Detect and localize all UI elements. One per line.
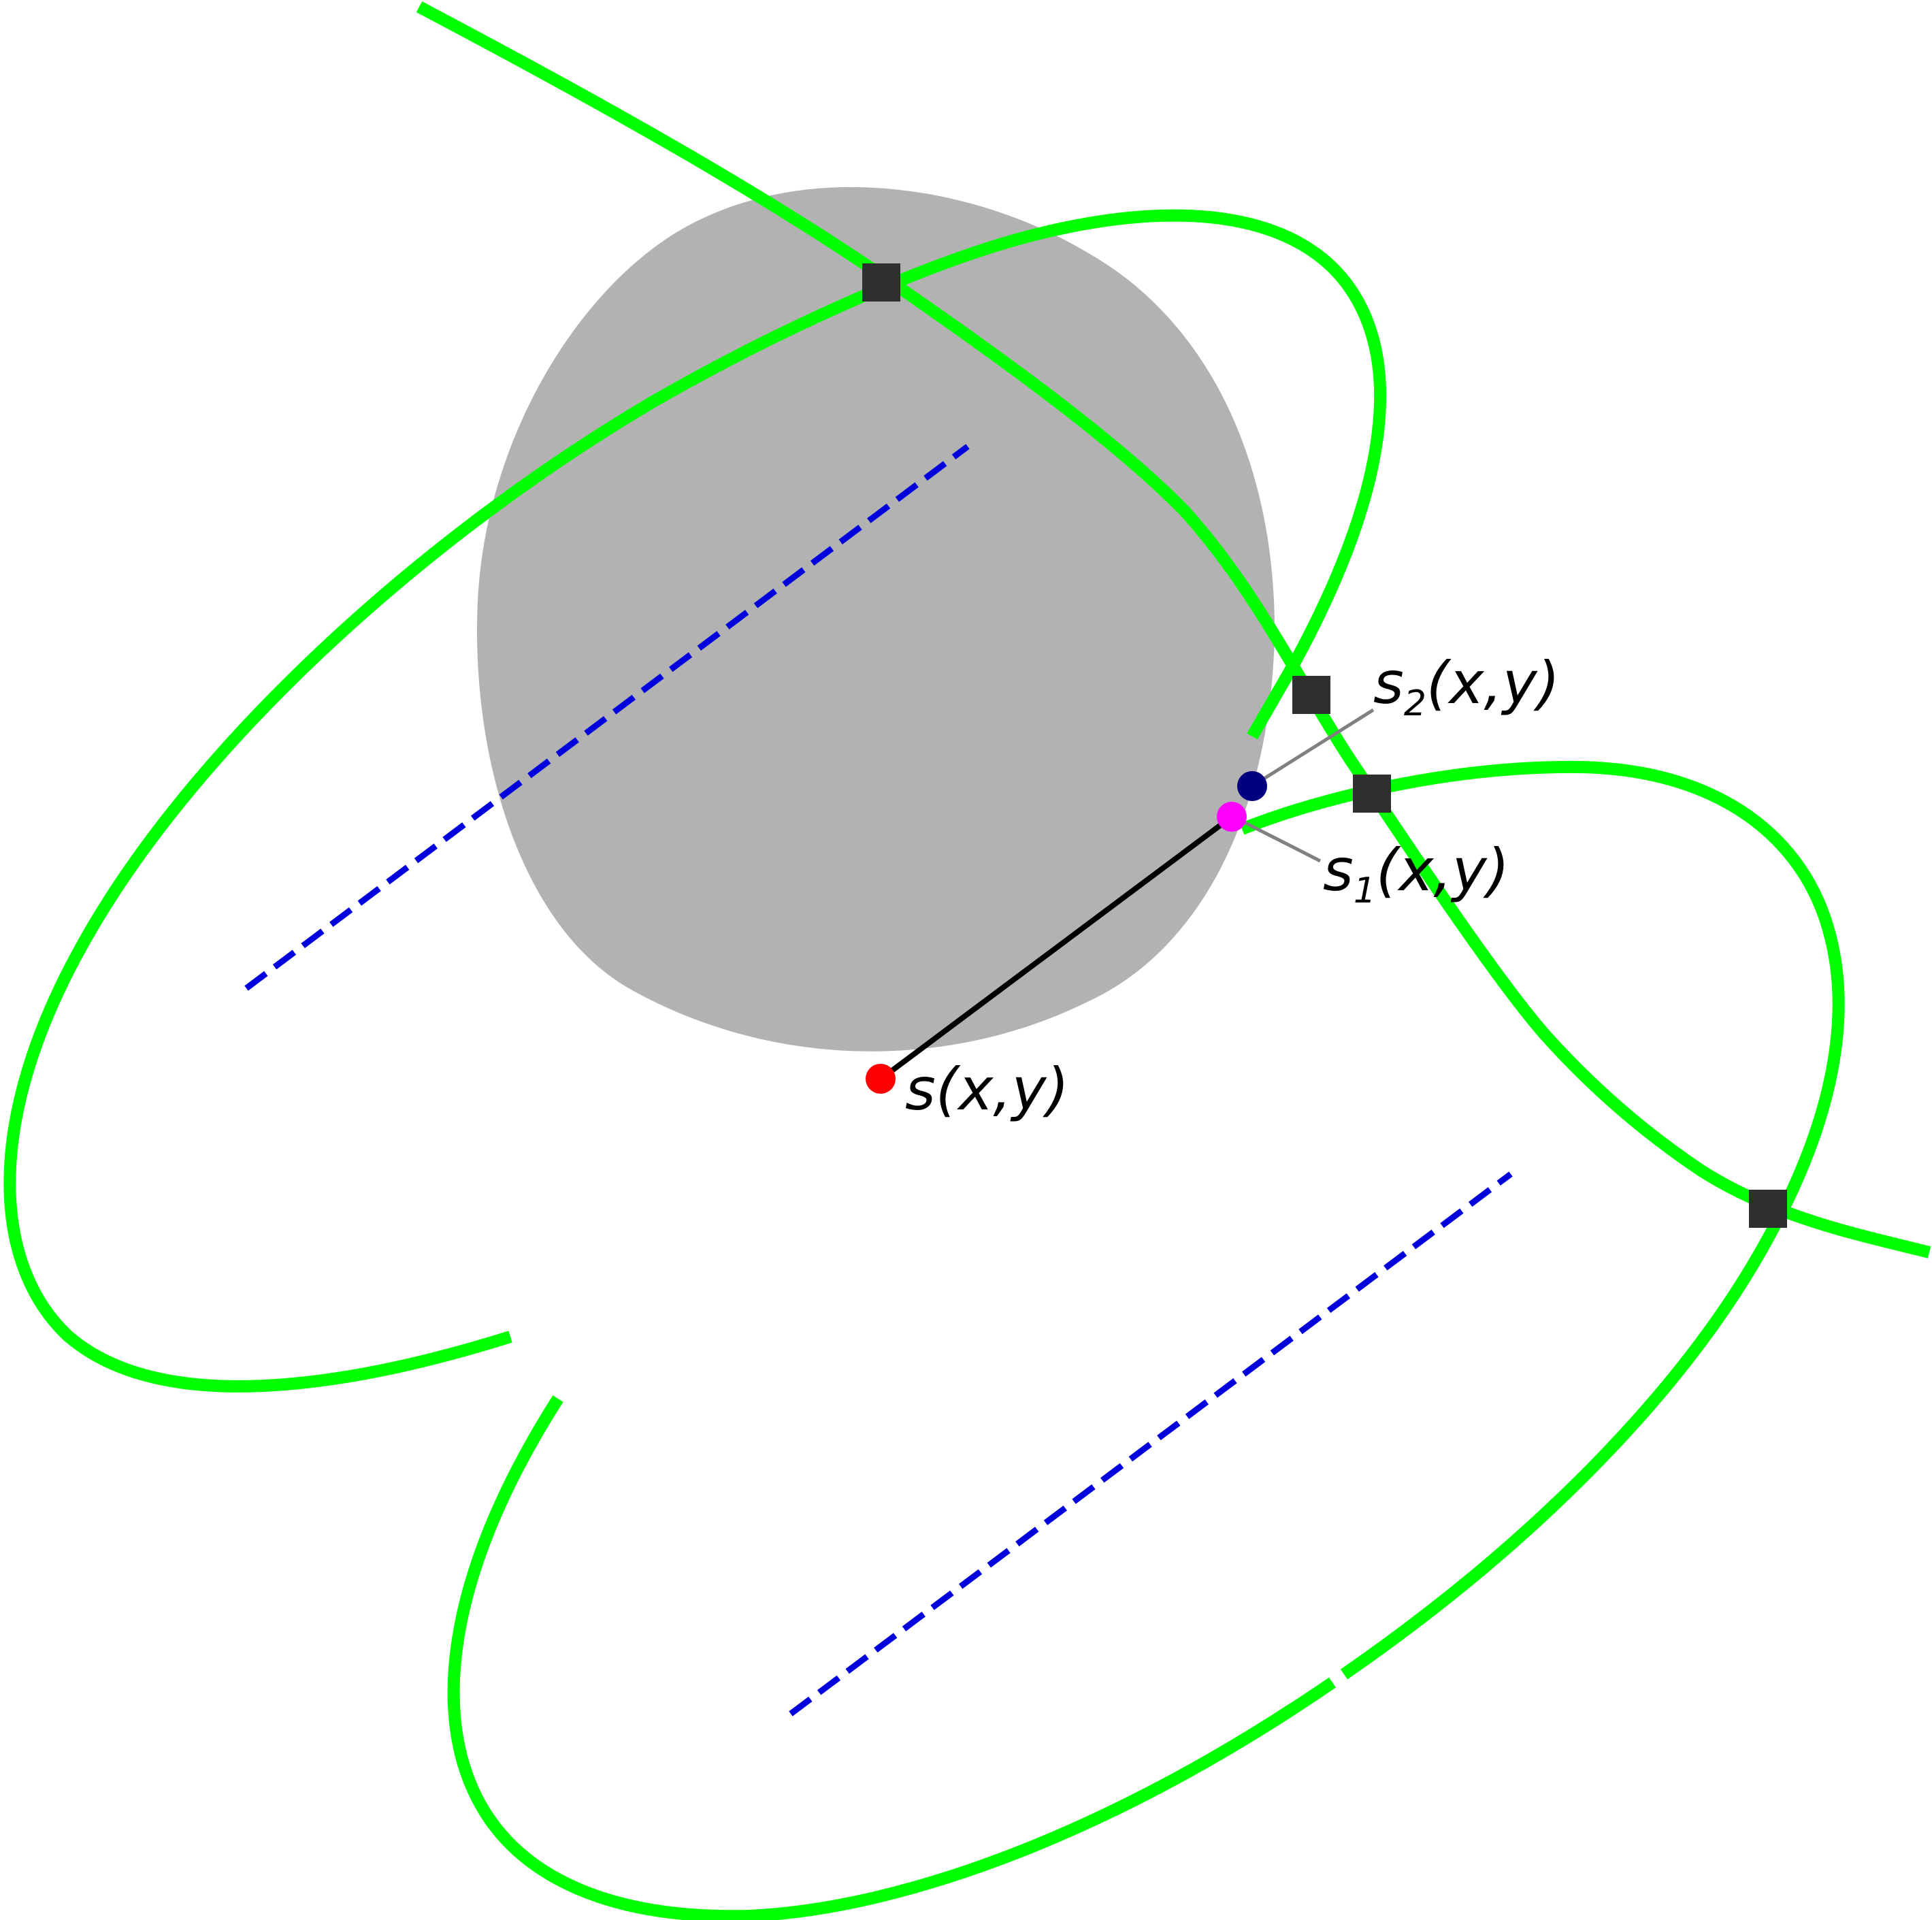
curve-upper-left-loop bbox=[3, 209, 1387, 1393]
leader-line-s2 bbox=[1251, 708, 1375, 788]
intersection-marker-middle-upper bbox=[1292, 676, 1330, 714]
label-s2: s2(x,y) bbox=[1373, 649, 1560, 724]
dashed-line-upper bbox=[244, 444, 970, 991]
dashed-line-lower bbox=[789, 1171, 1513, 1716]
intersection-marker-middle-lower bbox=[1353, 775, 1391, 813]
label-s1-args: (x,y) bbox=[1376, 836, 1509, 905]
label-s1-subscript: 1 bbox=[1354, 870, 1376, 911]
point-s1 bbox=[1217, 802, 1247, 832]
intersection-marker-top bbox=[862, 263, 900, 302]
point-center bbox=[866, 1064, 896, 1094]
label-s1-base: s bbox=[1323, 836, 1354, 905]
leader-line-s1 bbox=[1232, 815, 1322, 863]
label-s2-args: (x,y) bbox=[1426, 649, 1560, 717]
radius-line bbox=[880, 814, 1234, 1081]
label-s2-base: s bbox=[1373, 649, 1404, 717]
curve-lower-right-loop bbox=[1239, 760, 1845, 1680]
curve-lower-right-loop-tail bbox=[447, 1395, 1337, 1920]
label-center: s(x,y) bbox=[905, 1056, 1069, 1124]
gray-disk bbox=[477, 186, 1275, 1052]
intersection-marker-right bbox=[1749, 1190, 1787, 1228]
label-s2-subscript: 2 bbox=[1404, 683, 1426, 724]
label-s1: s1(x,y) bbox=[1323, 836, 1509, 911]
point-s2 bbox=[1237, 771, 1267, 801]
